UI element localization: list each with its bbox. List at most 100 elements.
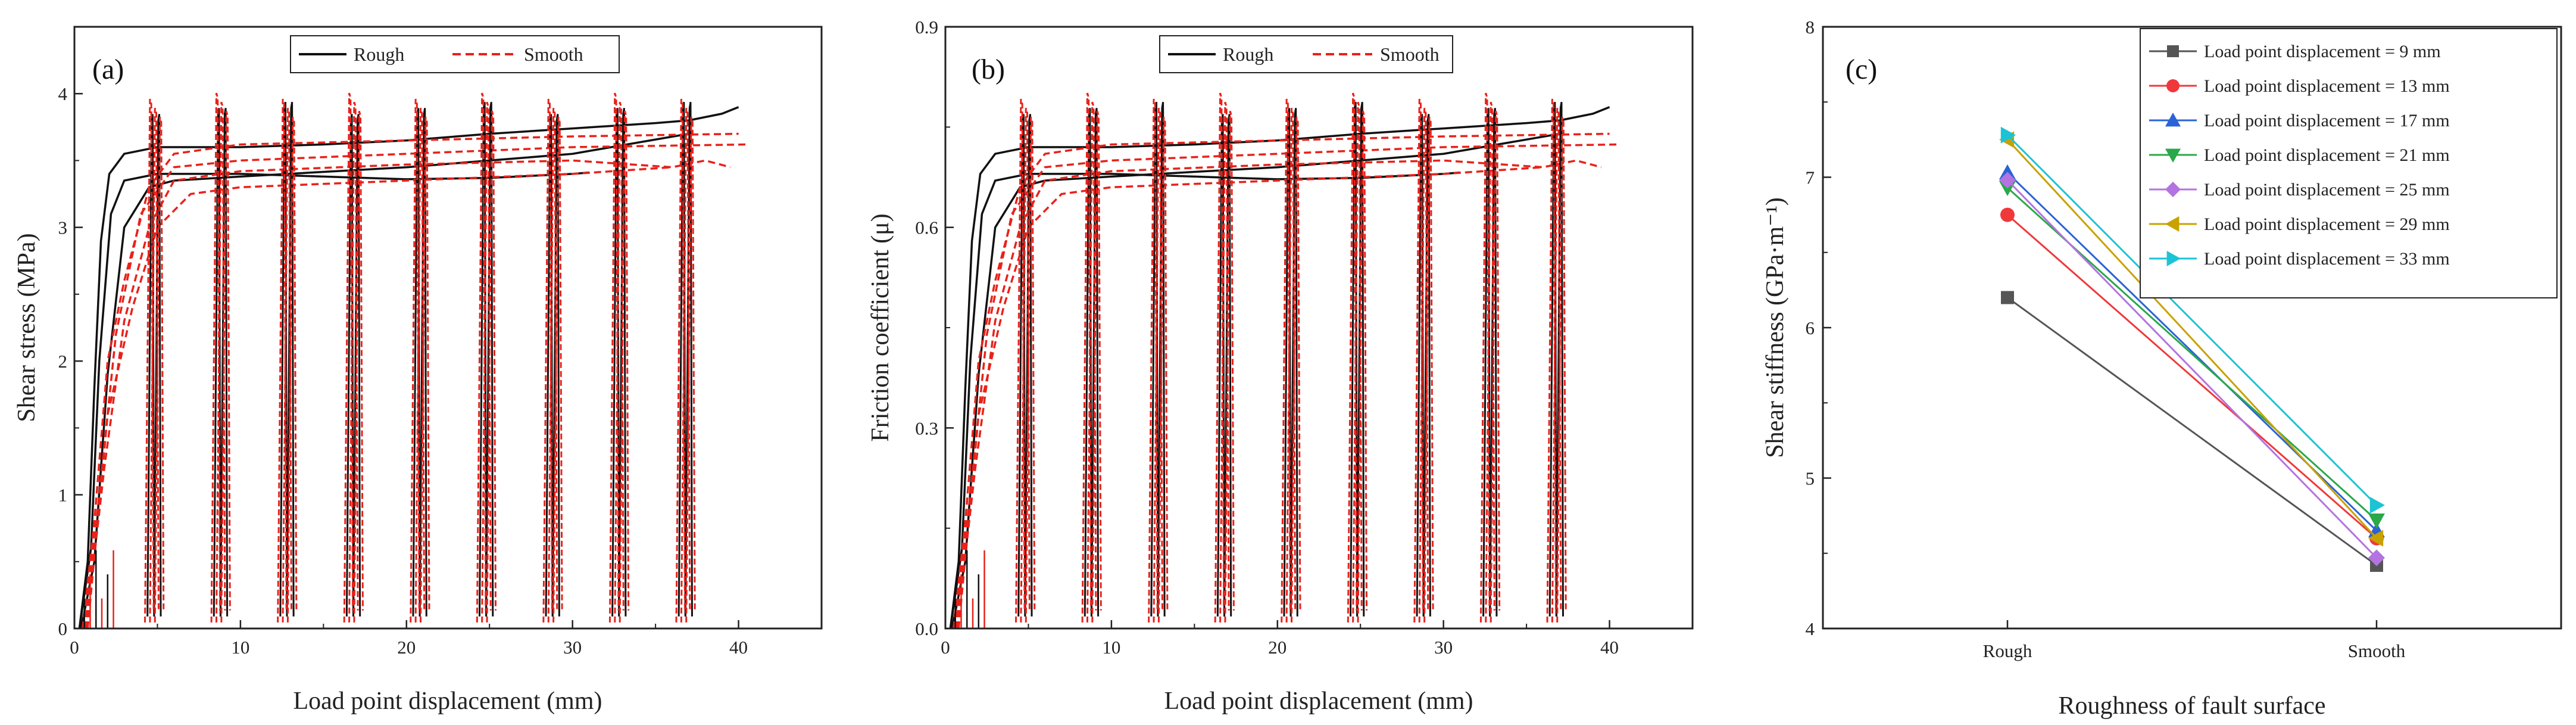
smooth-cycle-spike (1490, 111, 1501, 623)
series-line-smooth (86, 166, 673, 629)
y-tick-label: 3 (58, 217, 68, 238)
rough-cycle-spike (352, 114, 361, 617)
smooth-cycle-spike (1148, 98, 1159, 623)
series-line (2006, 134, 2378, 506)
legend-item-label: Load point displacement = 9 mm (2204, 42, 2441, 61)
series-line-smooth (957, 166, 1544, 629)
rough-cycle-spike (684, 102, 693, 617)
smooth-cycle-spike (1290, 117, 1301, 623)
panel-b-friction-coefficient-chart: 0 10 20 30 40 0.0 0.3 0.6 0.9 (b) Load point dis… (867, 17, 1694, 715)
panel-c-x-axis-title: Roughness of fault surface (2058, 692, 2325, 720)
x-tick-label: 20 (397, 637, 416, 658)
legend-item-label: Load point displacement = 13 mm (2204, 76, 2450, 96)
marker-triangle-right (2000, 126, 2016, 144)
y-tick-label: 0.3 (915, 418, 938, 438)
smooth-cycle-spike (220, 111, 231, 623)
panel-a-frame (73, 26, 823, 630)
smooth-cycle-spike (1091, 111, 1102, 623)
rough-cycle-spike (153, 114, 162, 617)
marker-triangle-down (2165, 148, 2181, 163)
smooth-cycle-spike (215, 101, 226, 623)
y-tick-label: 5 (1806, 468, 1815, 489)
marker-diamond (2368, 549, 2385, 567)
y-tick-label: 1 (58, 485, 68, 506)
marker-triangle-right (2166, 251, 2181, 266)
smooth-cycle-spike (1556, 117, 1567, 623)
x-category-label: Smooth (2348, 640, 2406, 661)
x-tick-label: 30 (1434, 637, 1453, 658)
legend-smooth-label: Smooth (524, 43, 583, 65)
panel-a-axis-ticks: 0 10 20 30 40 0 1 2 3 4 (58, 83, 748, 658)
series-line (2006, 139, 2378, 539)
rough-cycle-spike (219, 108, 229, 617)
series-line-smooth (83, 143, 747, 629)
rough-cycle-spike (551, 114, 560, 617)
smooth-cycle-spike (353, 111, 364, 623)
smooth-cycle-spike (1357, 111, 1368, 623)
legend-rough-label-b: Rough (1223, 43, 1273, 65)
smooth-cycle-spike (410, 98, 420, 623)
rough-cycle-spike (1216, 114, 1226, 617)
x-tick-label: 40 (729, 637, 748, 658)
marker-triangle-left (2165, 216, 2180, 232)
panel-c-legend-items: Load point displacement = 9 mm Load point… (2149, 42, 2450, 269)
smooth-cycle-spike (1153, 107, 1164, 623)
smooth-cycle-spike (675, 98, 686, 623)
smooth-cycle-spike (680, 107, 691, 623)
series-line (2007, 297, 2377, 567)
panel-b-curves (949, 92, 1618, 629)
x-tick-label: 0 (70, 637, 79, 658)
panel-a-shear-stress-chart: 0 10 20 30 40 0 1 2 3 4 (a) Load point displaceme… (13, 26, 823, 715)
smooth-cycle-spike (1020, 107, 1031, 623)
smooth-cycle-spike (614, 101, 625, 623)
x-tick-label: 20 (1268, 637, 1287, 658)
rough-cycle-spike (1422, 114, 1431, 617)
panel-b-y-axis-title: Friction coefficient (μ) (867, 213, 894, 441)
marker-square (2167, 45, 2179, 57)
y-tick-label: 4 (1806, 618, 1815, 639)
series-line-rough (949, 171, 1460, 629)
marker-circle (2166, 79, 2180, 92)
smooth-cycle-spike (619, 111, 630, 623)
y-tick-label: 0.9 (915, 17, 938, 38)
rough-cycle-spike (1289, 108, 1298, 617)
y-tick-label: 0.6 (915, 217, 938, 238)
marker-square (2001, 291, 2014, 304)
panel-c-y-axis-title: Shear stiffness (GPa·m⁻¹) (1762, 197, 1789, 458)
smooth-cycle-spike (1485, 101, 1495, 623)
rough-cycle-spike (286, 102, 295, 617)
smooth-cycle-spike (481, 101, 492, 623)
x-tick-label: 40 (1600, 637, 1619, 658)
smooth-cycle-spike (1423, 117, 1434, 623)
smooth-cycle-spike (547, 107, 558, 623)
marker-diamond (2165, 182, 2181, 197)
panel-c-shear-stiffness-chart: Rough Smooth 4 5 6 7 8 (c) Roughness of fault … (1762, 17, 2562, 720)
smooth-cycle-spike (1015, 98, 1026, 623)
marker-diamond (1999, 172, 2016, 189)
smooth-cycle-spike (1413, 98, 1424, 623)
y-tick-label: 4 (58, 83, 68, 104)
rough-cycle-spike (618, 108, 627, 617)
smooth-cycle-spike (685, 117, 696, 623)
y-tick-label: 6 (1806, 318, 1815, 338)
x-tick-label: 30 (563, 637, 582, 658)
panel-c-axis-ticks: Rough Smooth 4 5 6 7 8 (1806, 17, 2406, 661)
panel-c-legend: Load point displacement = 9 mm Load point… (2140, 28, 2558, 298)
rough-cycle-spike (1489, 108, 1498, 617)
smooth-cycle-spike (149, 107, 160, 623)
smooth-cycle-spike (154, 117, 165, 623)
y-tick-label: 0.0 (915, 618, 938, 639)
legend-rough-label: Rough (354, 43, 404, 65)
panel-a-legend: Rough Smooth (290, 35, 620, 73)
panel-a-curves (78, 92, 747, 629)
rough-cycle-spike (1024, 114, 1033, 617)
legend-item-label: Load point displacement = 29 mm (2204, 214, 2450, 234)
smooth-cycle-spike (552, 117, 563, 623)
smooth-cycle-spike (1352, 101, 1363, 623)
smooth-cycle-spike (1025, 117, 1036, 623)
panel-b-label: (b) (972, 54, 1005, 85)
y-tick-label: 7 (1806, 167, 1815, 188)
marker-triangle-up (1999, 164, 2016, 180)
smooth-cycle-spike (419, 117, 430, 623)
